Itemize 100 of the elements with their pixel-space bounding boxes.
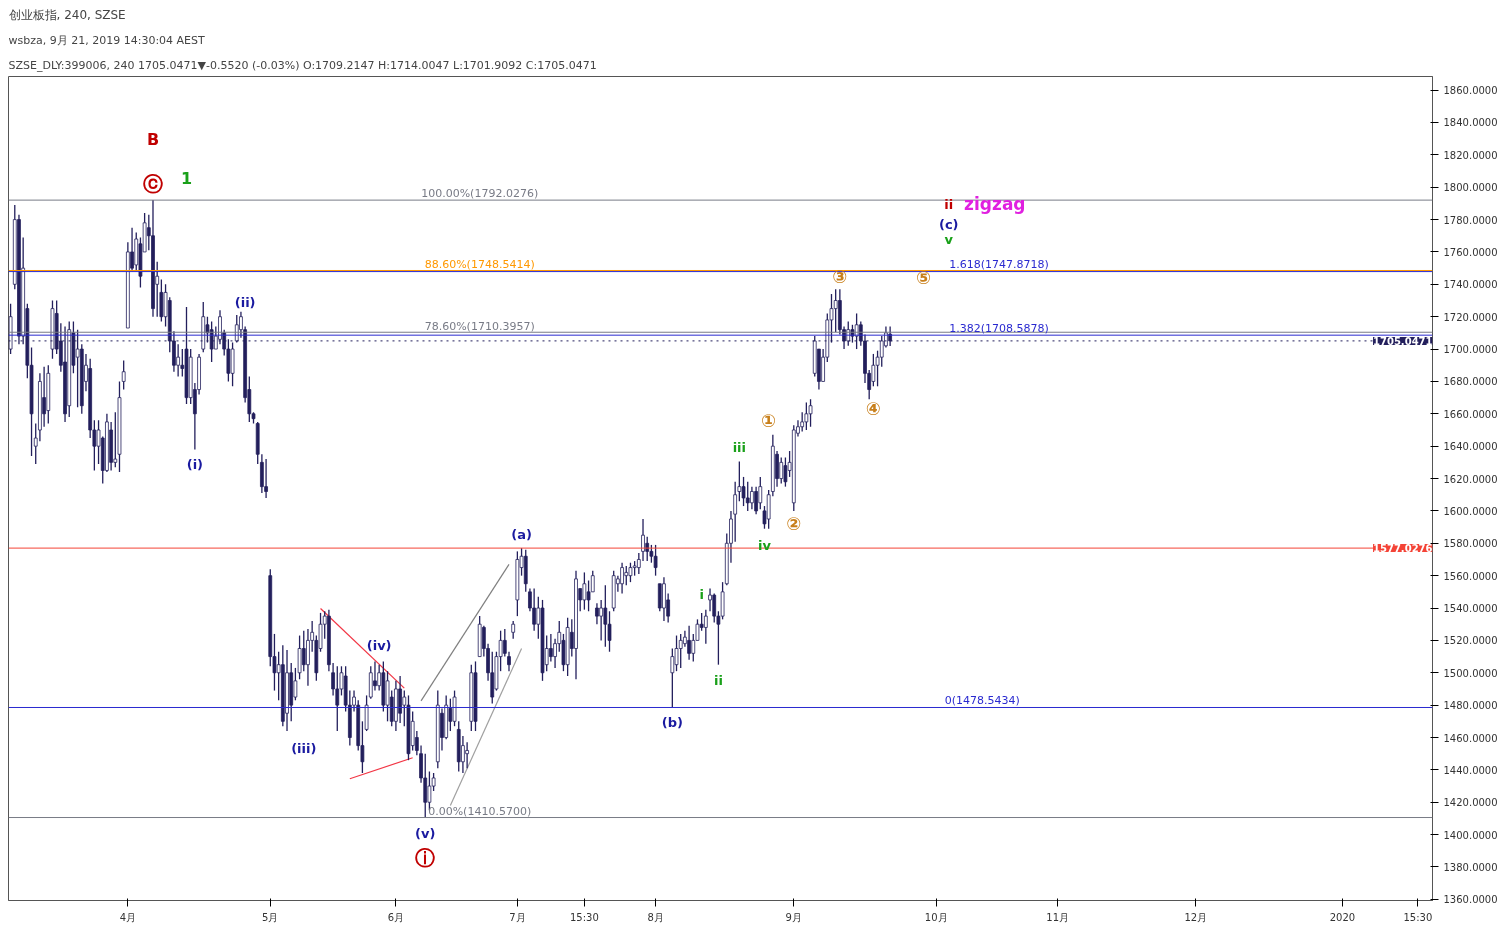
annotation: ⓘ (415, 845, 436, 870)
ref-line-label: 1705.0471 (1373, 335, 1433, 347)
annotation: (ii) (234, 295, 256, 311)
annotation: ② (786, 513, 802, 535)
candlestick (804, 401, 809, 431)
annotation: 88.60%(1748.5414) (424, 257, 535, 271)
annotation: iii (732, 440, 747, 456)
x-tick-label: 4月 (119, 911, 137, 923)
y-tick-label: 1780.0000 (1443, 214, 1498, 226)
annotation: 0.00%(1410.5700) (428, 804, 532, 818)
annotation: (iv) (366, 637, 392, 653)
candlestick (750, 485, 754, 510)
ref-line-label: 1577.0276 (1373, 543, 1433, 555)
annotation: i (699, 586, 704, 602)
x-tick-label: 10月 (924, 911, 948, 923)
annotation: 1.618(1747.8718) (949, 258, 1049, 272)
candlestick (335, 665, 340, 732)
annotation: ① (761, 410, 777, 432)
candlestick (808, 398, 813, 428)
y-tick-label: 1440.0000 (1443, 764, 1498, 776)
annotation: (iii) (291, 741, 317, 757)
y-tick-label: 1660.0000 (1443, 408, 1498, 420)
annotation: ⓒ (142, 172, 163, 197)
y-tick-label: 1380.0000 (1443, 862, 1498, 873)
x-tick-label: 5月 (262, 911, 279, 923)
y-tick-label: 1760.0000 (1443, 246, 1498, 258)
candlestick (586, 579, 591, 612)
y-tick-label: 1560.0000 (1443, 570, 1498, 582)
y-tick-label: 1620.0000 (1443, 473, 1498, 485)
x-tick-label: 15:30 (1403, 911, 1433, 923)
annotation: iv (758, 537, 772, 553)
y-tick-label: 1740.0000 (1443, 279, 1498, 291)
annotation: (b) (661, 715, 683, 731)
x-tick-label: 2020 (1329, 911, 1356, 923)
annotation: 0(1478.5434) (944, 693, 1020, 707)
y-tick-label: 1800.0000 (1443, 182, 1498, 194)
annotation: 100.00%(1792.0276) (421, 187, 539, 201)
chart-title: 创业板指, 240, SZSE (8, 7, 126, 22)
candlestick (603, 584, 608, 648)
y-tick-label: 1420.0000 (1443, 797, 1498, 809)
x-tick-label: 7月 (509, 911, 526, 923)
text: wsbza, 9月 21, 2019 14:30:04 AEST (8, 33, 206, 47)
candlestick (800, 411, 805, 433)
x-tick-label: 8月 (647, 911, 664, 923)
annotation: B (146, 129, 160, 149)
annotation: v (944, 231, 954, 247)
candlestick (582, 571, 587, 611)
x-tick-label: 11月 (1046, 911, 1070, 923)
y-tick-label: 1720.0000 (1443, 311, 1498, 323)
candlestick (754, 485, 758, 515)
x-tick-label: 12月 (1184, 911, 1208, 923)
y-tick-label: 1460.0000 (1443, 732, 1498, 744)
x-tick-label: 6月 (387, 911, 405, 923)
candlestick (599, 599, 603, 642)
annotation: ④ (865, 398, 881, 420)
annotation: 1 (180, 169, 193, 189)
candlestick (624, 565, 629, 587)
candlestick (301, 630, 306, 672)
candlestick (687, 625, 691, 661)
candlestick (712, 592, 717, 624)
candlestick (670, 647, 675, 709)
annotation: (i) (186, 457, 204, 473)
y-tick-label: 1500.0000 (1443, 667, 1498, 679)
annotation: zigzag (964, 194, 1026, 215)
candlestick (264, 458, 268, 499)
candlestick (532, 587, 536, 632)
candlestick (121, 359, 126, 391)
candlestick (465, 741, 469, 769)
annotation: ⑤ (916, 266, 932, 288)
annotation: (a) (511, 526, 532, 542)
y-tick-label: 1840.0000 (1443, 117, 1498, 129)
annotation: 78.60%(1710.3957) (424, 319, 535, 333)
candlestick (549, 633, 553, 663)
y-tick-label: 1680.0000 (1443, 376, 1498, 388)
x-tick-label: 15:30 (569, 911, 599, 923)
y-tick-label: 1520.0000 (1443, 635, 1498, 647)
y-tick-label: 1540.0000 (1443, 603, 1498, 615)
y-tick-label: 1640.0000 (1443, 441, 1498, 453)
annotation: ii (713, 673, 723, 689)
y-tick-label: 1820.0000 (1443, 149, 1498, 161)
y-tick-label: 1360.0000 (1443, 894, 1498, 906)
chart-subtitle: SZSE_DLY:399006, 240 1705.0471▼-0.5520 (-0.03%) O:1709.2147 H:1714.0047 L:1701.9092 C:1705.0471 (8, 58, 597, 72)
y-tick-label: 1400.0000 (1443, 829, 1498, 841)
x-tick-label: 9月 (785, 911, 802, 923)
y-tick-label: 1600.0000 (1443, 505, 1498, 517)
candlestick (779, 456, 784, 485)
annotation: 1.382(1708.5878) (949, 321, 1049, 335)
candlestick (745, 481, 750, 512)
y-tick-label: 1480.0000 (1443, 700, 1498, 712)
annotation: (v) (415, 825, 436, 841)
annotation: ③ (832, 265, 848, 287)
candlestick (595, 602, 599, 625)
candlestick (42, 366, 46, 428)
candlestick (758, 476, 763, 510)
y-tick-label: 1700.0000 (1443, 344, 1498, 356)
annotation: (c) (938, 216, 959, 232)
candlestick (678, 633, 683, 669)
candlestick (176, 343, 180, 378)
candlestick (620, 562, 624, 595)
candlestick (653, 544, 658, 577)
